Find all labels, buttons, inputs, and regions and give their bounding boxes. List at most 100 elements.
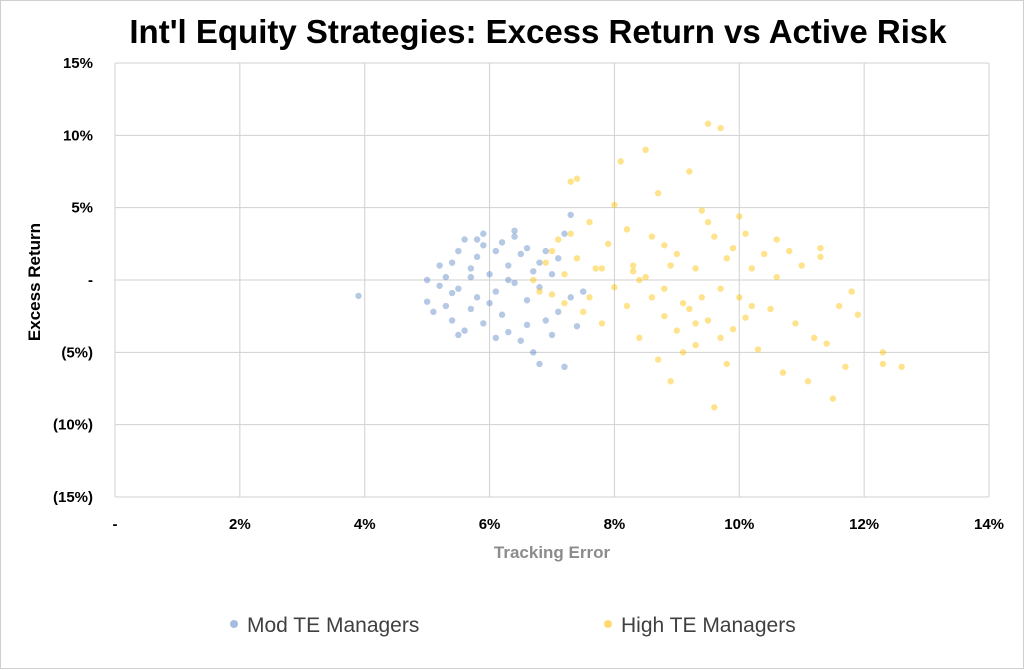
high-te-point xyxy=(642,146,649,153)
legend-marker-mod-te xyxy=(230,620,238,628)
legend-label-mod-te: Mod TE Managers xyxy=(247,614,419,637)
mod-te-point xyxy=(448,317,456,324)
high-te-point xyxy=(567,230,574,237)
high-te-point xyxy=(555,236,562,243)
high-te-point xyxy=(692,341,699,349)
high-te-point xyxy=(686,305,693,313)
x-tick-label: - xyxy=(113,516,118,533)
high-te-point xyxy=(629,268,637,275)
mod-te-point xyxy=(523,244,531,252)
high-te-point xyxy=(604,240,612,248)
high-te-point xyxy=(879,360,887,368)
mod-te-point xyxy=(473,236,481,243)
high-te-point xyxy=(729,244,737,252)
mod-te-point xyxy=(473,294,481,301)
mod-te-point xyxy=(480,230,487,237)
high-te-point xyxy=(729,325,737,333)
mod-te-point xyxy=(567,211,574,219)
high-te-point xyxy=(748,265,755,272)
mod-te-point xyxy=(448,289,456,297)
mod-te-point xyxy=(511,227,518,235)
y-tick-label: (10%) xyxy=(53,417,93,434)
high-te-point xyxy=(854,311,862,318)
high-te-point xyxy=(648,233,656,240)
high-te-point xyxy=(804,378,812,385)
mod-te-point xyxy=(455,331,462,339)
x-tick-label: 8% xyxy=(604,516,626,533)
mod-te-point xyxy=(523,297,531,304)
mod-te-point xyxy=(511,279,518,287)
data-points xyxy=(355,120,905,411)
high-te-point xyxy=(567,178,574,185)
mod-te-point xyxy=(573,323,581,330)
mod-te-point xyxy=(517,250,524,258)
mod-te-point xyxy=(455,247,462,255)
high-te-point xyxy=(842,363,849,370)
mod-te-point xyxy=(461,236,468,243)
high-te-point xyxy=(823,340,830,347)
x-tick-label: 6% xyxy=(479,516,501,533)
mod-te-point xyxy=(498,311,506,318)
high-te-point xyxy=(679,349,687,356)
high-te-point xyxy=(692,265,699,272)
high-te-point xyxy=(654,190,662,197)
high-te-point xyxy=(773,236,780,243)
mod-te-point xyxy=(467,265,475,272)
x-tick-labels: - 2% 4% 6% 8% 10% 12% 14% xyxy=(113,516,1005,533)
mod-te-point xyxy=(536,360,543,368)
high-te-point xyxy=(761,250,768,258)
mod-te-point xyxy=(455,285,462,292)
high-te-point xyxy=(586,294,593,301)
high-te-point xyxy=(636,334,643,342)
mod-te-point xyxy=(436,282,443,289)
high-te-point xyxy=(561,299,568,307)
high-te-point xyxy=(704,317,712,324)
high-te-point xyxy=(736,294,743,301)
legend-marker-high-te xyxy=(604,620,612,628)
mod-te-point xyxy=(505,276,512,284)
mod-te-point xyxy=(530,349,537,356)
y-axis-title: Excess Return xyxy=(25,223,44,341)
high-te-point xyxy=(698,294,706,301)
high-te-point xyxy=(779,369,787,376)
high-te-point xyxy=(704,120,712,127)
high-te-point xyxy=(848,288,855,295)
mod-te-point xyxy=(548,271,556,278)
high-te-point xyxy=(723,255,730,262)
mod-te-point xyxy=(505,328,512,336)
mod-te-point xyxy=(492,288,500,295)
legend-item-high-te[interactable]: High TE Managers xyxy=(604,614,796,637)
mod-te-point xyxy=(580,288,587,295)
high-te-point xyxy=(667,262,674,269)
mod-te-point xyxy=(555,308,562,316)
legend: Mod TE Managers High TE Managers xyxy=(230,614,796,637)
mod-te-point xyxy=(511,233,518,240)
high-te-point xyxy=(742,230,749,237)
high-te-point xyxy=(723,360,730,368)
high-te-point xyxy=(598,320,606,327)
mod-te-point xyxy=(442,273,450,281)
x-tick-label: 12% xyxy=(849,516,879,533)
high-te-point xyxy=(679,299,687,307)
mod-te-point xyxy=(561,363,568,370)
high-te-point xyxy=(792,320,799,327)
high-te-point xyxy=(592,265,599,272)
high-te-point xyxy=(692,320,699,327)
mod-te-point xyxy=(542,247,549,255)
mod-te-point xyxy=(536,284,543,291)
high-te-point xyxy=(717,285,724,292)
grid-layer xyxy=(114,62,990,498)
mod-te-point xyxy=(442,302,450,310)
high-te-point xyxy=(661,242,668,249)
high-te-point xyxy=(817,244,824,252)
legend-item-mod-te[interactable]: Mod TE Managers xyxy=(230,614,419,637)
y-tick-label: (5%) xyxy=(61,344,93,361)
y-tick-label: 15% xyxy=(63,55,93,72)
high-te-point xyxy=(542,259,549,266)
high-te-point xyxy=(767,305,774,313)
high-te-point xyxy=(598,265,606,272)
mod-te-point xyxy=(486,299,493,307)
high-te-point xyxy=(717,334,724,342)
